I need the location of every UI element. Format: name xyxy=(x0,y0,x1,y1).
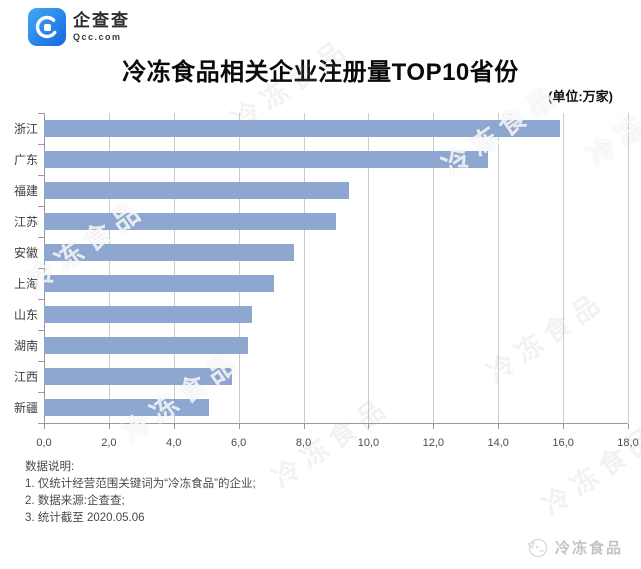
chart-title: 冷冻食品相关企业注册量TOP10省份 xyxy=(122,59,519,86)
qcc-logo-domain: Qcc.com xyxy=(73,32,122,42)
x-tick-label: 8,0 xyxy=(295,437,312,449)
y-axis-tickmark xyxy=(38,361,44,362)
x-tick-label: 18,0 xyxy=(617,437,639,449)
y-axis-tickmark xyxy=(38,392,44,393)
data-note-2: 2. 数据来源:企查查; xyxy=(25,495,125,507)
y-axis-tickmark xyxy=(38,330,44,331)
bar-福建 xyxy=(44,182,349,199)
brand-mark: 冷冻食品 xyxy=(524,534,623,560)
x-axis-tickmark xyxy=(563,424,565,429)
unit-label: (单位:万家) xyxy=(548,89,613,104)
gridline xyxy=(628,113,629,423)
watermark-text: 冷冻食品 xyxy=(537,418,641,522)
x-tick-label: 10,0 xyxy=(357,437,380,449)
gridline xyxy=(238,113,240,423)
bar-江苏 xyxy=(44,213,336,230)
gridline xyxy=(433,113,435,423)
y-axis-tickmark xyxy=(38,113,44,114)
category-label: 湖南 xyxy=(14,338,39,353)
data-notes-heading: 数据说明: xyxy=(25,461,75,473)
plot-area xyxy=(44,113,629,423)
category-label: 新疆 xyxy=(14,400,39,415)
gridline xyxy=(44,113,45,423)
y-axis-tickmark xyxy=(38,237,44,238)
gridline xyxy=(173,113,175,423)
x-axis-tickmark xyxy=(238,424,240,429)
y-axis-tickmark xyxy=(38,299,44,300)
y-axis-tickmark xyxy=(38,144,44,145)
category-label: 安徽 xyxy=(14,245,39,260)
x-tick-label: 12,0 xyxy=(422,437,445,449)
category-label: 江苏 xyxy=(14,214,39,229)
data-notes: 数据说明: 1. 仅统计经营范围关键词为“冷冻食品”的企业; 2. 数据来源:企… xyxy=(25,459,256,527)
x-axis-tickmark xyxy=(433,424,435,429)
qcc-logo-name: 企查查 xyxy=(73,11,130,30)
category-label: 浙江 xyxy=(14,121,39,136)
x-axis-tickmark xyxy=(303,424,305,429)
x-tick-label: 6,0 xyxy=(231,437,247,449)
bar-浙江 xyxy=(44,120,560,137)
category-label: 广东 xyxy=(14,152,39,167)
bar-广东 xyxy=(44,151,489,168)
bar-江西 xyxy=(44,368,233,385)
data-note-1: 1. 仅统计经营范围关键词为“冷冻食品”的企业; xyxy=(25,478,256,490)
brand-mascot-icon xyxy=(527,538,548,558)
category-label: 上海 xyxy=(14,276,39,291)
x-axis-tickmark xyxy=(173,424,175,429)
bar-上海 xyxy=(44,275,275,292)
y-axis-tickmark xyxy=(38,206,44,207)
category-label: 山东 xyxy=(14,307,39,322)
x-tick-label: 4,0 xyxy=(166,437,182,449)
x-tick-label: 0,0 xyxy=(36,437,52,449)
bar-安徽 xyxy=(44,244,294,261)
category-label: 福建 xyxy=(14,183,39,198)
x-tick-label: 2,0 xyxy=(101,437,117,449)
x-axis-tickmark xyxy=(628,424,629,429)
gridline xyxy=(368,113,370,423)
gridline xyxy=(563,113,565,423)
x-axis-tickmark xyxy=(498,424,500,429)
category-label: 江西 xyxy=(14,369,39,384)
gridline xyxy=(108,113,110,423)
x-tick-label: 14,0 xyxy=(487,437,509,449)
bar-新疆 xyxy=(44,399,210,416)
qcc-logo-icon xyxy=(28,8,66,46)
y-axis-tickmark xyxy=(38,175,44,176)
qcc-logo: 企查查 Qcc.com xyxy=(28,8,130,46)
x-tick-label: 16,0 xyxy=(552,437,574,449)
x-axis-tickmark xyxy=(108,424,110,429)
bar-湖南 xyxy=(44,337,249,354)
x-axis-tickmark xyxy=(44,424,45,429)
gridline xyxy=(498,113,500,423)
bar-山东 xyxy=(44,306,252,323)
x-axis-tickmark xyxy=(368,424,370,429)
y-axis-tickmark xyxy=(38,268,44,269)
brand-label: 冷冻食品 xyxy=(554,539,623,557)
x-axis-line xyxy=(38,423,628,424)
gridline xyxy=(303,113,305,423)
data-note-3: 3. 统计截至 2020.05.06 xyxy=(25,512,145,524)
